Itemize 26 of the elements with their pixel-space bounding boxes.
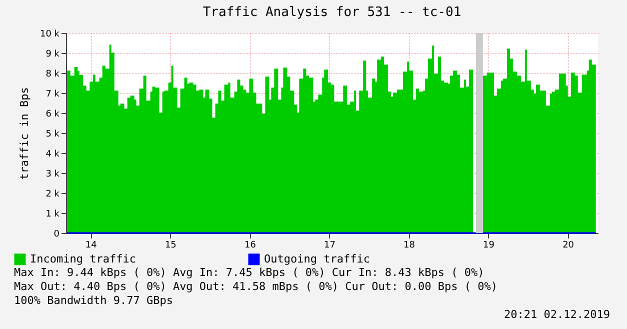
y-tick-label: 4 k bbox=[46, 150, 60, 160]
y-axis-title: traffic in Bps bbox=[18, 87, 31, 180]
y-tick-label: 7 k bbox=[46, 90, 60, 100]
y-tick-label: 10 k bbox=[40, 30, 60, 40]
y-tick-label: 3 k bbox=[46, 170, 60, 180]
chart-title: Traffic Analysis for 531 -- tc-01 bbox=[202, 5, 462, 20]
x-tick-label: 20 bbox=[562, 240, 574, 250]
text: Max Out: 4.40 Bps ( 0%) Avg Out: 41.58 mBps ( 0%) Cur Out: 0.00 Bps ( 0%) bbox=[14, 280, 498, 293]
legend-label: Outgoing traffic bbox=[264, 252, 370, 266]
x-tick-label: 14 bbox=[85, 240, 98, 250]
x-tick-label: 19 bbox=[483, 240, 495, 250]
y-tick-label: 5 k bbox=[46, 130, 60, 140]
y-tick-label: 8 k bbox=[46, 70, 60, 80]
x-tick-label: 15 bbox=[164, 240, 176, 250]
y-tick-label: 1 k bbox=[46, 210, 60, 220]
y-tick-label: 2 k bbox=[46, 190, 60, 200]
legend-label: Incoming traffic bbox=[30, 252, 136, 266]
x-tick-label: 18 bbox=[404, 240, 416, 250]
text: 100% Bandwidth 9.77 GBps bbox=[14, 294, 173, 307]
y-tick-label: 9 k bbox=[46, 50, 60, 60]
text: Max In: 9.44 kBps ( 0%) Avg In: 7.45 kBps ( 0%) Cur In: 8.43 kBps ( 0%) bbox=[14, 266, 484, 279]
text: 20:21 02.12.2019 bbox=[504, 308, 610, 321]
x-tick-label: 17 bbox=[324, 240, 336, 250]
y-tick-label: 0 bbox=[54, 230, 60, 240]
x-tick-label: 16 bbox=[244, 240, 256, 250]
y-tick-label: 6 k bbox=[46, 110, 60, 120]
